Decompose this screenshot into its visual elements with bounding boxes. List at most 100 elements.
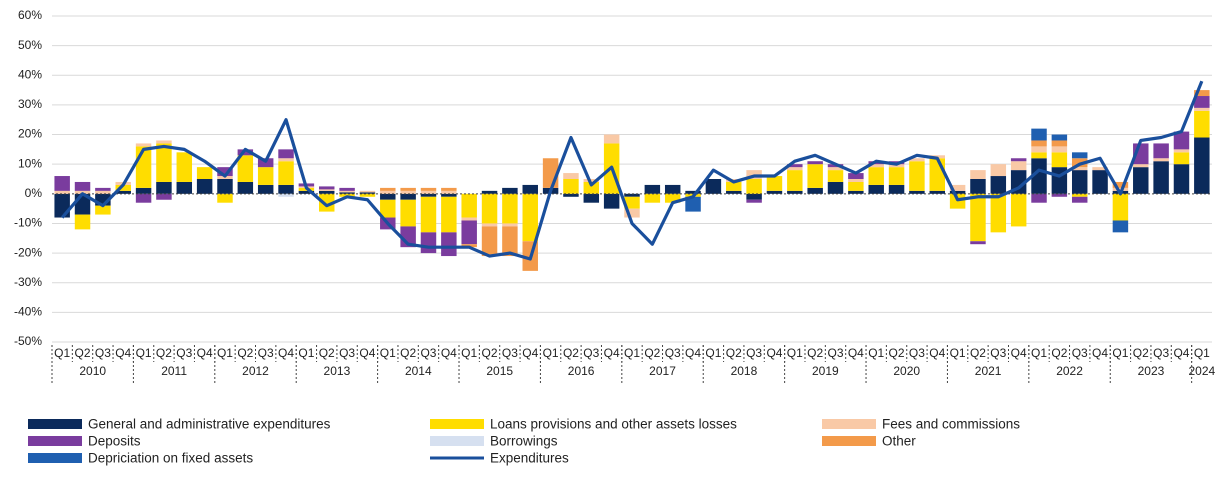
bar-segment bbox=[196, 167, 213, 179]
year-label: 2024 bbox=[1188, 364, 1215, 378]
bar-segment bbox=[1031, 140, 1047, 147]
bar-segment bbox=[441, 187, 457, 191]
y-tick-label: -20% bbox=[14, 245, 42, 259]
x-tick-label: Q3 bbox=[909, 346, 925, 360]
legend-swatch bbox=[28, 436, 82, 446]
bar-segment bbox=[217, 167, 233, 177]
bar-segment bbox=[909, 190, 925, 194]
x-tick-label: Q2 bbox=[889, 346, 905, 360]
legend-label: Other bbox=[882, 434, 916, 449]
bar-segment bbox=[237, 149, 254, 156]
x-tick-label: Q1 bbox=[1031, 346, 1047, 360]
x-tick-label: Q2 bbox=[807, 346, 823, 360]
bar-segment bbox=[95, 193, 111, 206]
x-tick-label: Q3 bbox=[828, 346, 844, 360]
x-tick-label: Q1 bbox=[868, 346, 884, 360]
bar-segment bbox=[95, 187, 111, 191]
bar-segment bbox=[563, 193, 579, 197]
bar-segment bbox=[237, 155, 254, 182]
x-tick-label: Q3 bbox=[95, 346, 111, 360]
bar-segment bbox=[461, 217, 477, 221]
bar-segment bbox=[1194, 96, 1210, 108]
x-tick-label: Q3 bbox=[420, 346, 436, 360]
y-tick-label: -40% bbox=[14, 305, 42, 319]
bar-segment bbox=[1071, 193, 1088, 197]
x-tick-label: Q1 bbox=[136, 346, 152, 360]
x-tick-label: Q2 bbox=[1051, 346, 1067, 360]
bar-segment bbox=[1071, 196, 1088, 203]
bar-segment bbox=[339, 187, 355, 191]
legend-swatch bbox=[28, 453, 82, 463]
bar-segment bbox=[441, 196, 457, 233]
bar-segment bbox=[1010, 193, 1027, 227]
bar-segment bbox=[400, 187, 416, 191]
x-tick-label: Q1 bbox=[298, 346, 314, 360]
x-tick-label: Q2 bbox=[563, 346, 579, 360]
bar-segment bbox=[766, 176, 783, 191]
x-tick-label: Q3 bbox=[1153, 346, 1169, 360]
x-tick-label: Q1 bbox=[380, 346, 396, 360]
bar-segment bbox=[868, 167, 884, 185]
y-tick-label: 60% bbox=[18, 8, 42, 22]
x-tick-label: Q4 bbox=[115, 346, 131, 360]
bar-segment bbox=[929, 158, 945, 191]
bar-segment bbox=[1031, 158, 1047, 194]
x-tick-label: Q1 bbox=[217, 346, 233, 360]
year-label: 2018 bbox=[731, 364, 758, 378]
x-tick-label: Q4 bbox=[604, 346, 620, 360]
bar-segment bbox=[990, 193, 1007, 233]
bar-segment bbox=[787, 167, 803, 171]
bar-segment bbox=[726, 181, 742, 191]
bar-segment bbox=[420, 196, 437, 233]
bar-segment bbox=[461, 193, 477, 218]
legend-swatch bbox=[28, 419, 82, 429]
bar-segment bbox=[115, 184, 131, 191]
bar-segment bbox=[278, 193, 294, 197]
bar-segment bbox=[970, 241, 986, 245]
bar-segment bbox=[1031, 193, 1047, 203]
bar-segment bbox=[319, 193, 335, 212]
x-tick-label: Q3 bbox=[258, 346, 274, 360]
bar-segment bbox=[624, 196, 640, 209]
year-label: 2012 bbox=[242, 364, 269, 378]
legend-swatch bbox=[430, 436, 484, 446]
bar-segment bbox=[1133, 164, 1149, 168]
bar-segment bbox=[74, 181, 91, 191]
bar-segment bbox=[929, 190, 945, 194]
bar-segment bbox=[1153, 143, 1169, 159]
year-label: 2014 bbox=[405, 364, 432, 378]
x-tick-label: Q2 bbox=[156, 346, 172, 360]
bar-segment bbox=[135, 146, 152, 188]
bar-segment bbox=[298, 190, 315, 194]
x-tick-label: Q3 bbox=[502, 346, 518, 360]
x-tick-label: Q4 bbox=[766, 346, 782, 360]
bar-segment bbox=[319, 190, 335, 194]
bar-segment bbox=[1112, 220, 1129, 233]
bar-segment bbox=[888, 167, 905, 185]
x-tick-label: Q4 bbox=[1173, 346, 1189, 360]
bar-segment bbox=[1031, 146, 1047, 153]
bar-segment bbox=[949, 184, 966, 191]
legend-label: Depriciation on fixed assets bbox=[88, 451, 253, 466]
bar-segment bbox=[949, 190, 966, 194]
bar-segment bbox=[135, 187, 152, 194]
bar-segment bbox=[278, 149, 294, 159]
bar-segment bbox=[1153, 158, 1169, 162]
x-tick-label: Q4 bbox=[278, 346, 294, 360]
bar-segment bbox=[624, 193, 640, 197]
x-tick-label: Q3 bbox=[990, 346, 1006, 360]
bar-segment bbox=[827, 181, 844, 194]
bar-segment bbox=[990, 176, 1007, 194]
x-tick-label: Q2 bbox=[482, 346, 498, 360]
bar-segment bbox=[74, 214, 91, 230]
y-tick-label: 30% bbox=[18, 97, 42, 111]
bar-segment bbox=[746, 179, 762, 194]
bar-segment bbox=[339, 190, 355, 193]
bar-segment bbox=[1051, 193, 1068, 197]
bar-segment bbox=[807, 187, 823, 194]
year-label: 2010 bbox=[79, 364, 106, 378]
bar-segment bbox=[664, 193, 681, 203]
bar-segment bbox=[502, 187, 518, 194]
bar-segment bbox=[380, 187, 396, 191]
